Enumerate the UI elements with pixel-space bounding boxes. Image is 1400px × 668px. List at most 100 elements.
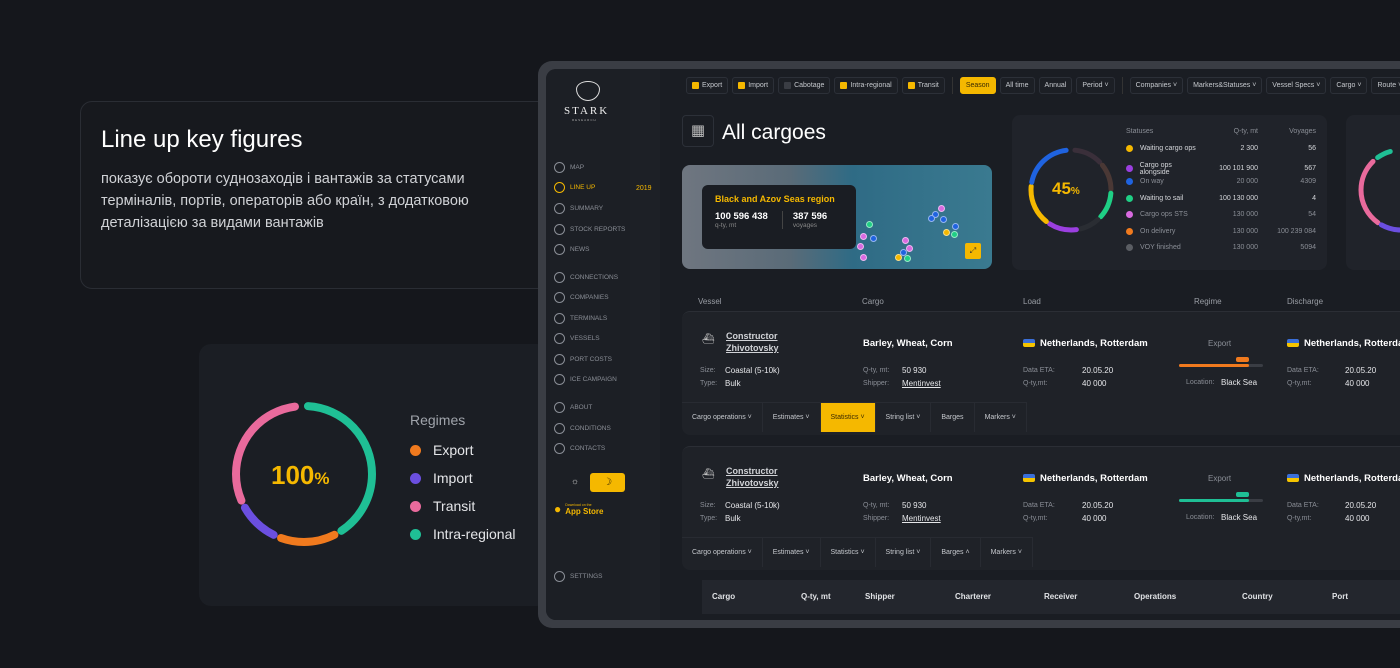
- statuses-header: Statuses Q-ty, mt Voyages: [1126, 128, 1316, 135]
- map-marker[interactable]: [932, 211, 939, 218]
- nav-conditions[interactable]: Conditions: [554, 423, 611, 434]
- filter-import[interactable]: Import: [732, 77, 775, 94]
- map-marker[interactable]: [940, 216, 947, 223]
- vessel-tab[interactable]: Estimates ˅: [763, 403, 821, 432]
- status-row[interactable]: Cargo ops alongside 100 101 900 567: [1126, 162, 1316, 176]
- vessel-tab[interactable]: Markers ˅: [981, 538, 1033, 567]
- nav-connections[interactable]: Connections: [554, 272, 618, 283]
- nav-stock-reports[interactable]: Stock reports: [554, 224, 625, 235]
- nav-news[interactable]: News: [554, 244, 590, 255]
- filter-bar: Export Import Cabotage Intra-regional Tr…: [686, 77, 1400, 94]
- cargo-dropdown[interactable]: Cargo ˅: [1330, 77, 1368, 94]
- map-marker[interactable]: [952, 223, 959, 230]
- question-icon: [554, 402, 565, 413]
- light-theme-button[interactable]: ☼: [570, 476, 580, 486]
- map-marker[interactable]: [928, 215, 935, 222]
- vessel-specs-dropdown[interactable]: Vessel Specs ˅: [1266, 77, 1327, 94]
- filter-intra-regional[interactable]: Intra-regional: [834, 77, 898, 94]
- cargo-name: Barley, Wheat, Corn: [863, 473, 953, 484]
- filter-cabotage[interactable]: Cabotage: [778, 77, 831, 94]
- markers-statuses-dropdown[interactable]: Markers&Statuses ˅: [1187, 77, 1263, 94]
- filter-transit[interactable]: Transit: [901, 77, 945, 94]
- donut-intra-regional: [232, 402, 376, 546]
- status-row[interactable]: On delivery 130 000 100 239 084: [1126, 227, 1316, 235]
- dark-theme-button[interactable]: ☽: [590, 473, 625, 492]
- status-dot-icon: [1126, 227, 1133, 235]
- status-row[interactable]: Waiting cargo ops 2 300 56: [1126, 145, 1316, 152]
- nav-companies[interactable]: Companies: [554, 292, 609, 303]
- map-marker[interactable]: [951, 231, 958, 238]
- vessel-tab[interactable]: Estimates ˅: [763, 538, 821, 567]
- vessel-tab[interactable]: Barges ˄: [931, 538, 981, 567]
- vessel-tab[interactable]: Statistics ˅: [820, 403, 876, 432]
- globe-icon: [554, 162, 565, 173]
- status-row[interactable]: Waiting to sail 100 130 000 4: [1126, 194, 1316, 202]
- nav-vessels[interactable]: Vessels: [554, 333, 600, 344]
- nav-summary[interactable]: Summary: [554, 203, 603, 214]
- status-row[interactable]: On way 20 000 4309: [1126, 178, 1316, 185]
- map-marker[interactable]: [870, 235, 877, 242]
- map-marker[interactable]: [895, 254, 902, 261]
- vessel-tab[interactable]: Cargo operations ˅: [682, 538, 763, 567]
- map-marker[interactable]: [860, 254, 867, 261]
- vessel-card: ⛴ Constructor Zhivotovsky Size: Coastal (5…: [682, 311, 1400, 435]
- shipper-link[interactable]: Mentinvest: [902, 379, 941, 388]
- map-marker[interactable]: [938, 205, 945, 212]
- vessel-tab[interactable]: String list ˅: [876, 403, 932, 432]
- map-marker[interactable]: [857, 243, 864, 250]
- map-marker[interactable]: [900, 249, 907, 256]
- period-custom[interactable]: Period ˅: [1076, 77, 1115, 94]
- expand-map-button[interactable]: ⤢: [965, 243, 981, 259]
- map-marker[interactable]: [943, 229, 950, 236]
- year-label: 2019: [636, 185, 652, 192]
- column-cargo: Cargo: [862, 297, 884, 306]
- nav-map[interactable]: Map: [554, 162, 584, 173]
- region-map[interactable]: Black and Azov Seas region 100 596 438 q-…: [682, 165, 992, 269]
- app-screen: STARK RESEARCH Map Line up Summary Stock…: [546, 69, 1400, 620]
- status-dot-icon: [1126, 194, 1133, 202]
- donut-transit: [232, 402, 376, 546]
- vessel-name-link[interactable]: Constructor Zhivotovsky: [726, 331, 779, 353]
- map-marker[interactable]: [904, 255, 911, 262]
- route-dropdown[interactable]: Route ˅: [1371, 77, 1400, 94]
- vessel-tab[interactable]: Statistics ˅: [821, 538, 876, 567]
- vessel-name-link[interactable]: Constructor Zhivotovsky: [726, 466, 779, 488]
- nav-terminals[interactable]: Terminals: [554, 313, 607, 324]
- nav-port-costs[interactable]: Port costs: [554, 354, 612, 365]
- status-row[interactable]: VOY finished 130 000 5094: [1126, 244, 1316, 251]
- period-annual[interactable]: Annual: [1038, 77, 1073, 94]
- status-dot-icon: [1126, 178, 1133, 185]
- handshake-icon: [554, 292, 565, 303]
- legend-import: Import: [410, 470, 473, 486]
- nav-settings[interactable]: Settings: [554, 571, 603, 582]
- region-summary: Black and Azov Seas region 100 596 438 q-…: [702, 185, 856, 249]
- map-marker[interactable]: [866, 221, 873, 228]
- vessel-tab[interactable]: Barges: [931, 403, 975, 432]
- nav-contacts[interactable]: Contacts: [554, 443, 605, 454]
- shipper-link[interactable]: Mentinvest: [902, 514, 941, 523]
- period-all-time[interactable]: All time: [999, 77, 1035, 94]
- flag-icon: [1287, 339, 1299, 348]
- nav-about[interactable]: About: [554, 402, 592, 413]
- map-marker[interactable]: [902, 237, 909, 244]
- app-store-button[interactable]: ● Download on the App Store: [554, 502, 604, 516]
- flag-icon: [1023, 474, 1035, 483]
- status-row[interactable]: Cargo ops STS 130 000 54: [1126, 211, 1316, 218]
- ship-position-icon: [1235, 492, 1249, 497]
- status-dot-icon: [1126, 244, 1133, 251]
- legend-transit: Transit: [410, 498, 475, 514]
- map-marker[interactable]: [906, 245, 913, 252]
- intro-card: Line up key figures показує обороти судн…: [80, 101, 550, 289]
- map-marker[interactable]: [860, 233, 867, 240]
- vessel-tabs: Cargo operations ˅ Estimates ˅ Statistics …: [682, 537, 1033, 567]
- pie-icon: [554, 203, 565, 214]
- nav-line-up[interactable]: Line up: [554, 182, 595, 193]
- filter-export[interactable]: Export: [686, 77, 729, 94]
- vessel-icon: [554, 333, 565, 344]
- vessel-tab[interactable]: Markers ˅: [975, 403, 1027, 432]
- companies-dropdown[interactable]: Companies ˅: [1129, 77, 1184, 94]
- vessel-tab[interactable]: String list ˅: [876, 538, 932, 567]
- vessel-tab[interactable]: Cargo operations ˅: [682, 403, 763, 432]
- nav-ice-campaign[interactable]: Ice campaign: [554, 374, 617, 385]
- period-season[interactable]: Season: [959, 77, 996, 94]
